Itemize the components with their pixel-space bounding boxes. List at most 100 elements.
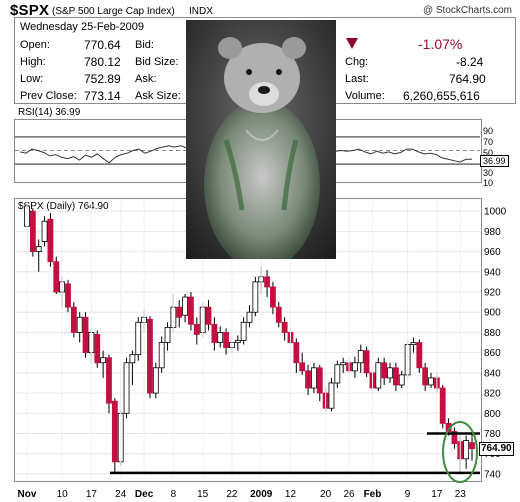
source-credit[interactable]: @ StockCharts.com (422, 5, 512, 16)
candle-body (188, 296, 194, 325)
rsi-axis-90: 90 (483, 126, 494, 136)
candle-body (135, 321, 142, 356)
candle-body (299, 362, 306, 372)
x-tick-label: 20 (320, 489, 332, 500)
candle-body (398, 374, 405, 386)
price-tick-label: 840 (484, 368, 501, 379)
price-tick-label: 980 (484, 227, 501, 238)
candle-body (281, 321, 288, 333)
candle-body (176, 306, 183, 318)
candle-body (65, 283, 71, 308)
candle-body (106, 357, 112, 404)
x-tick-label: 10 (57, 489, 69, 500)
x-tick-label: 23 (455, 489, 467, 500)
x-tick-label: 17 (431, 489, 443, 500)
candle-body (252, 281, 259, 313)
candle-body (111, 400, 118, 463)
x-tick-label: 8 (171, 489, 177, 500)
ask-label: Ask: (135, 73, 157, 85)
x-tick-label: 26 (343, 489, 355, 500)
price-tick-label: 940 (484, 267, 501, 278)
index-name: (S&P 500 Large Cap Index) (52, 6, 175, 17)
bid-label: Bid: (135, 39, 154, 51)
bear-image (186, 20, 336, 259)
candle-body (82, 316, 89, 354)
open-value: 770.64 (84, 38, 121, 52)
symbol-title: $SPX (10, 2, 50, 19)
candle-body (469, 442, 475, 450)
price-tick-label: 900 (484, 308, 501, 319)
current-price-tag: 764.90 (479, 442, 514, 456)
rsi-axis-70: 70 (483, 137, 494, 147)
down-triangle-icon (346, 38, 358, 49)
candle-body (428, 377, 434, 386)
candle-body (240, 321, 247, 341)
prevclose-label: Prev Close: (20, 90, 77, 102)
high-value: 780.12 (84, 55, 121, 69)
bidsize-label: Bid Size: (135, 56, 179, 68)
x-tick-label: Feb (364, 489, 382, 500)
rsi-current-tag: 36.99 (480, 155, 509, 167)
candle-body (47, 218, 54, 263)
candle-body (123, 362, 130, 414)
quote-date: Wednesday 25-Feb-2009 (20, 21, 144, 33)
candle-body (129, 354, 136, 364)
candle-body (293, 342, 300, 364)
rsi-axis-10: 10 (483, 178, 494, 188)
price-tick-label: 960 (484, 247, 501, 258)
x-tick-label: 12 (285, 489, 297, 500)
rsi-axis-50: 50 (483, 148, 494, 158)
candle-body (164, 326, 171, 343)
candle-body (246, 311, 253, 323)
candle-body (422, 367, 429, 386)
volume-label: Volume: (345, 90, 385, 102)
candle-body (275, 306, 282, 323)
candle-body (53, 261, 60, 293)
volume-value: 6,260,655,616 (403, 89, 480, 103)
price-tick-label: 780 (484, 429, 501, 440)
candle-body (29, 210, 36, 252)
candle-body (392, 367, 399, 386)
candle-body (41, 220, 48, 242)
candle-body (217, 332, 224, 343)
candle-body (351, 362, 358, 372)
candle-body (100, 357, 107, 364)
low-value: 752.89 (84, 72, 121, 86)
candle-body (451, 431, 458, 445)
price-tick-label: 740 (484, 469, 501, 480)
highlight-ellipse (442, 421, 478, 483)
candle-body (357, 350, 364, 364)
rsi-axis-30: 30 (483, 168, 494, 178)
open-label: Open: (20, 39, 50, 51)
candle-body (381, 362, 388, 379)
candle-body (305, 370, 311, 389)
price-tick-label: 920 (484, 287, 501, 298)
bear-photo (186, 20, 336, 259)
x-tick-label: 2009 (250, 489, 273, 500)
price-tick-label: 820 (484, 389, 501, 400)
price-tick-label: 880 (484, 328, 501, 339)
rsi-label: RSI(14) 36.99 (18, 107, 81, 118)
candle-body (463, 440, 470, 460)
x-tick-label: 9 (405, 489, 411, 500)
candle-body (375, 362, 382, 389)
exchange-label: INDX (189, 6, 213, 17)
candle-body (387, 367, 393, 379)
candle-body (416, 342, 423, 369)
price-tick-label: 1000 (484, 207, 507, 218)
candle-body (316, 367, 323, 394)
x-tick-label: 24 (115, 489, 127, 500)
x-tick-label: Dec (135, 489, 154, 500)
high-label: High: (20, 56, 46, 68)
candle-body (270, 286, 276, 308)
asksize-label: Ask Size: (135, 90, 181, 102)
candle-body (205, 306, 212, 325)
change-percent: -1.07% (418, 36, 463, 52)
candle-body (70, 306, 77, 333)
candle-body (328, 382, 335, 409)
candle-body (94, 334, 101, 364)
price-tick-label: 800 (484, 409, 501, 420)
candle-body (363, 350, 370, 374)
candle-body (193, 323, 200, 335)
